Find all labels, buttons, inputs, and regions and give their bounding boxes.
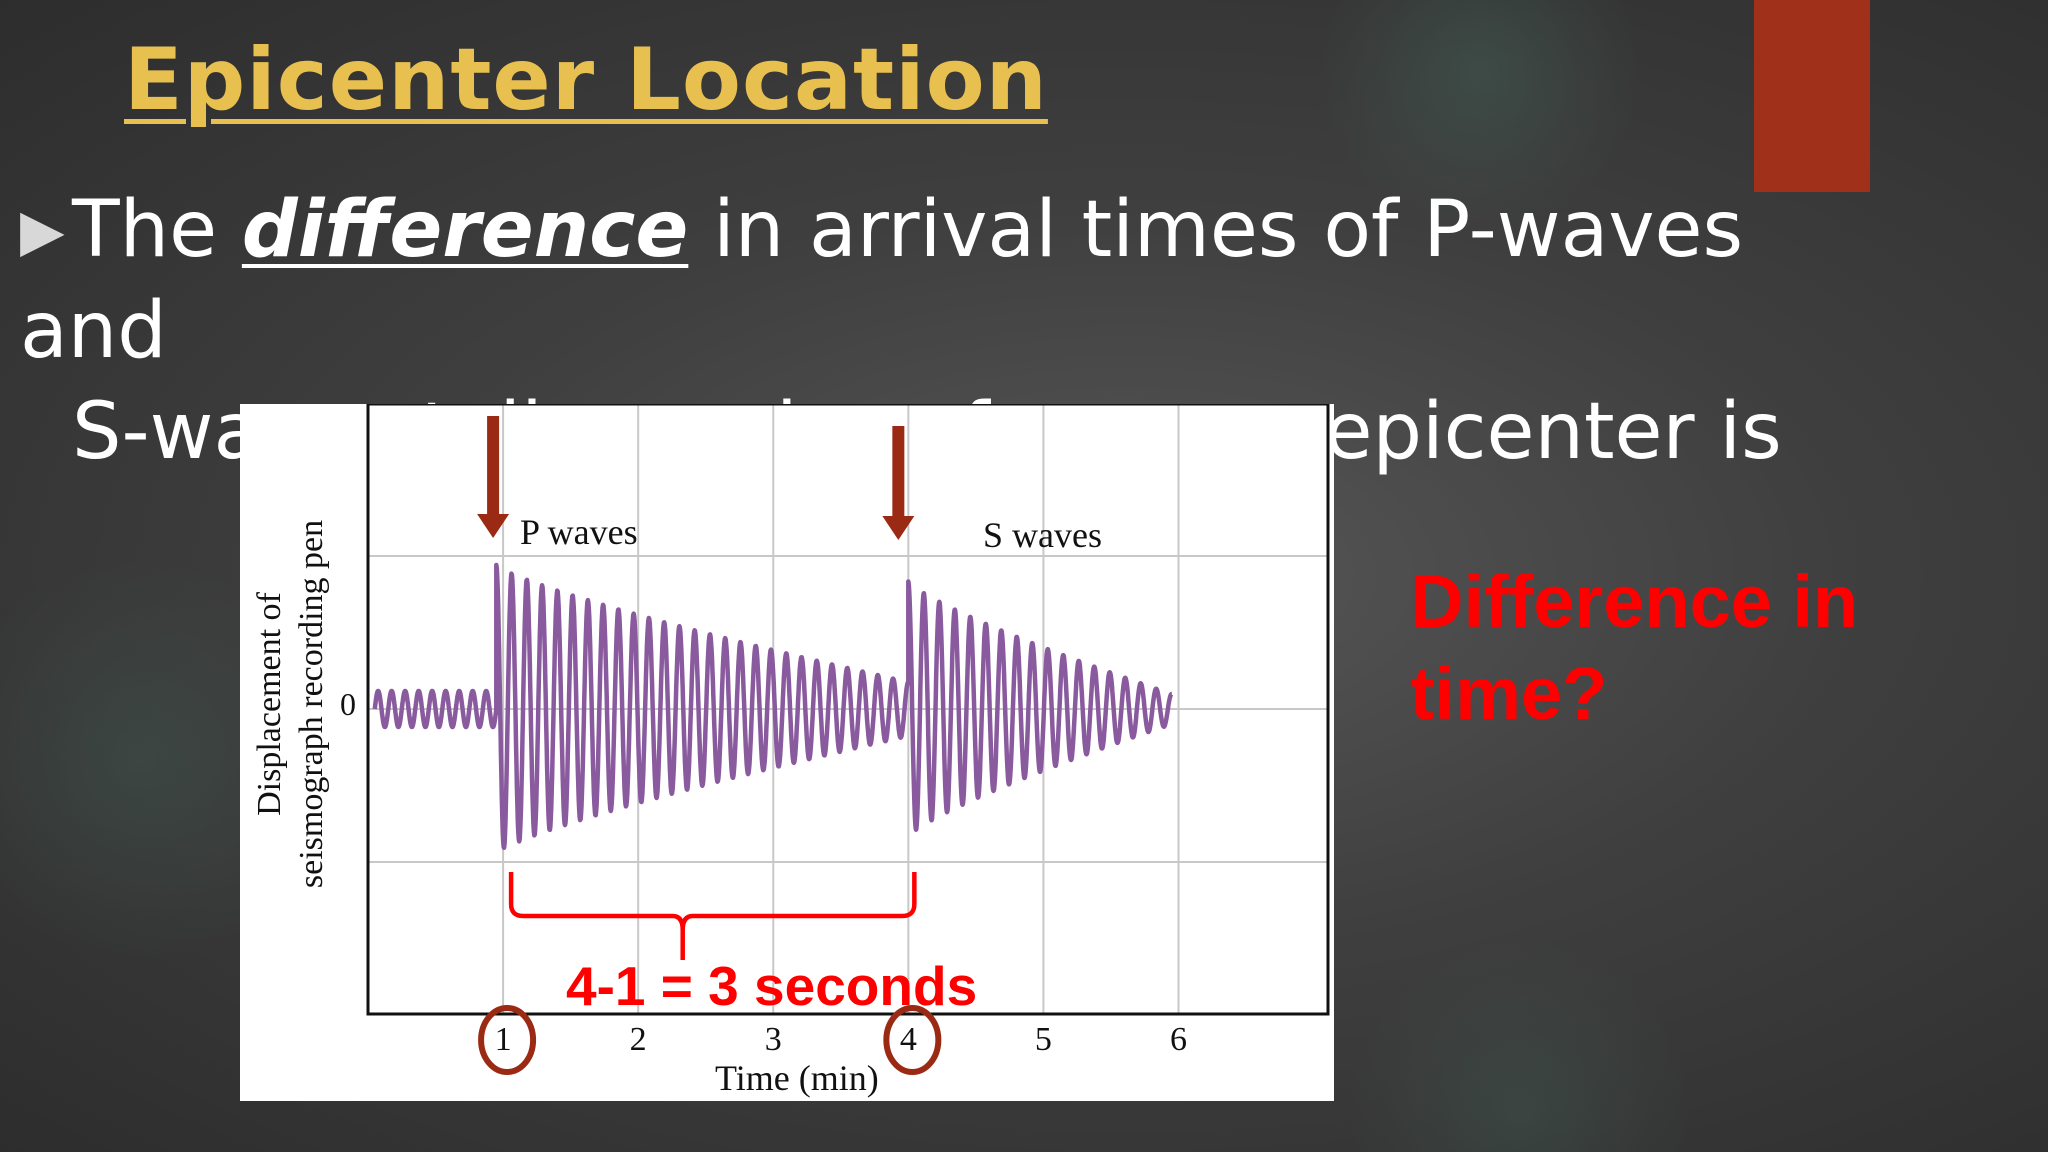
y-axis-label-line-1: Displacement of — [251, 591, 288, 815]
x-tick-label-6: 6 — [1170, 1021, 1187, 1058]
accent-bar — [1754, 0, 1870, 192]
seismogram-chart: P waves S waves 1 2 3 4 5 6 0 Time (min) Disp… — [251, 404, 1330, 1098]
bullet-emphasis: difference — [241, 185, 689, 275]
y-axis-label-group: Displacement of seismograph recording pe… — [251, 520, 330, 888]
answer-text: 4-1 = 3 seconds — [566, 955, 978, 1017]
s-arrival-arrow-icon — [882, 426, 915, 540]
chart-grid — [368, 404, 1328, 1014]
bullet-text: ▶The difference in arrival times of P-wa… — [20, 180, 1900, 483]
p-waves-label: P waves — [520, 512, 638, 552]
bullet-prefix: The — [72, 185, 242, 275]
circle-highlight-4 — [883, 1005, 942, 1075]
seismic-wave-line — [372, 562, 1174, 851]
circled-ticks — [478, 1005, 942, 1075]
y-axis-label-line-2: seismograph recording pen — [293, 520, 330, 888]
x-tick-label-2: 2 — [630, 1021, 647, 1058]
circle-highlight-1 — [478, 1005, 537, 1075]
question-text: Difference in time? — [1410, 560, 1859, 735]
s-waves-label: S waves — [983, 515, 1102, 555]
y-tick-label-0: 0 — [340, 686, 356, 722]
bullet-line-1: ▶The difference in arrival times of P-wa… — [20, 180, 1900, 382]
slide-title: Epicenter Location — [124, 30, 1048, 130]
plot-frame — [366, 404, 1330, 1016]
bullet-arrow-icon: ▶ — [20, 196, 65, 264]
x-tick-label-3: 3 — [765, 1021, 782, 1058]
seismogram-figure: P waves S waves 1 2 3 4 5 6 0 Time (min) Disp… — [240, 404, 1334, 1101]
x-tick-label-5: 5 — [1035, 1021, 1052, 1058]
bullet-suffix: in arrival times of P-waves and — [20, 185, 1744, 376]
x-axis-label: Time (min) — [715, 1058, 879, 1098]
arrival-arrows — [477, 416, 915, 540]
x-tick-label-1: 1 — [495, 1021, 512, 1058]
p-arrival-arrow-icon — [477, 416, 510, 538]
x-tick-label-4: 4 — [900, 1021, 917, 1058]
x-tick-labels: 1 2 3 4 5 6 — [495, 1021, 1187, 1058]
time-difference-brace — [508, 872, 917, 960]
